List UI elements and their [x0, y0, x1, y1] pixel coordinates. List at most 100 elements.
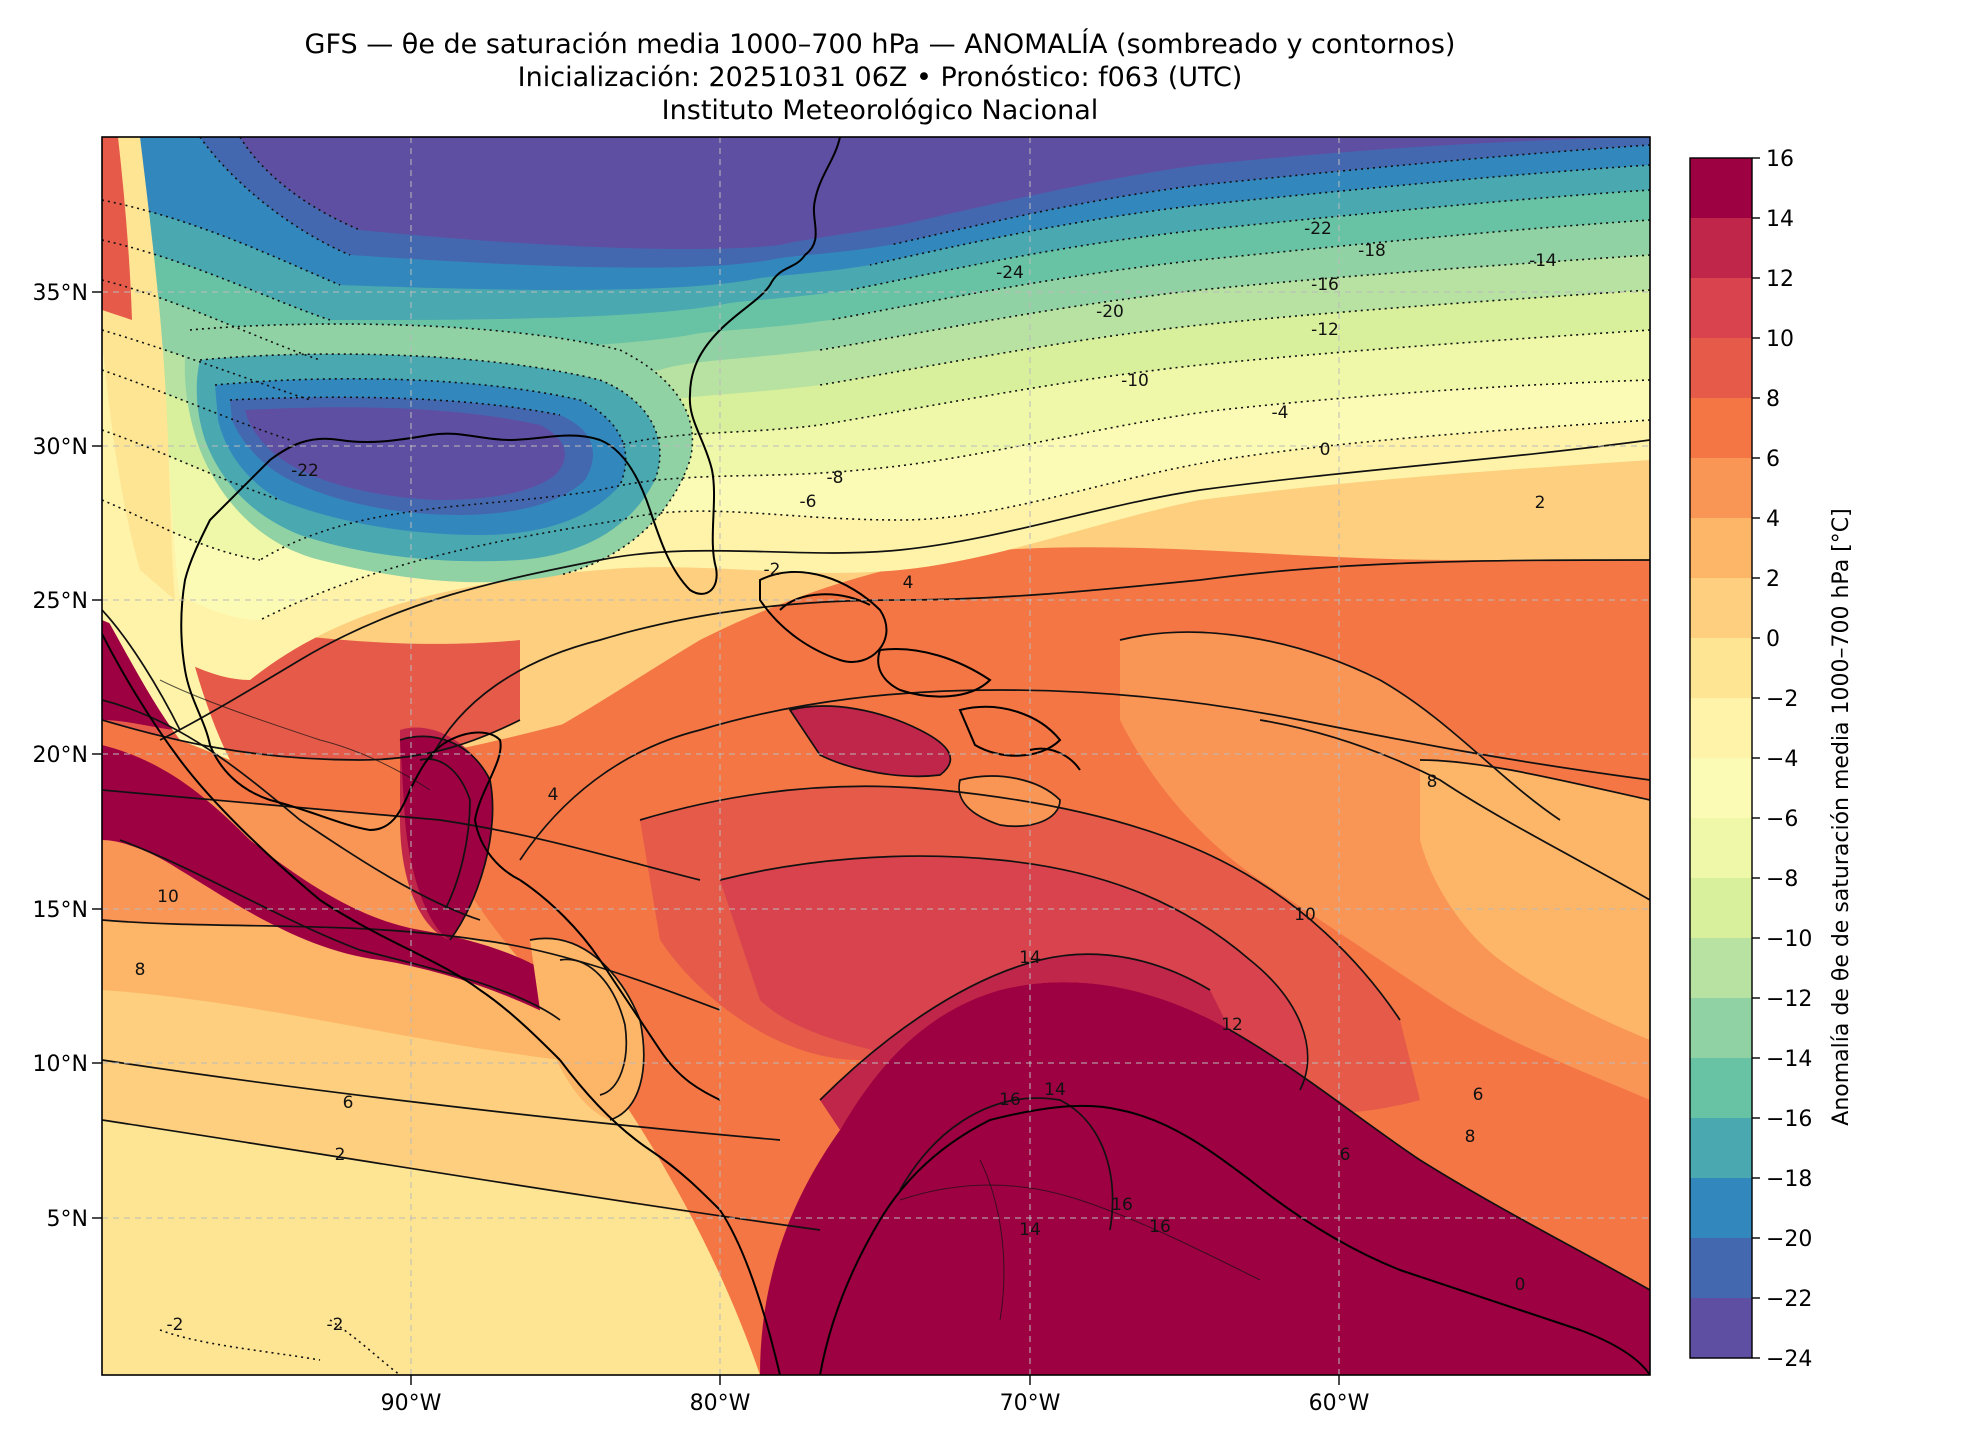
borders	[159, 679, 1261, 1321]
contour-label: -10	[1121, 371, 1149, 391]
contour-label: 2	[335, 1145, 346, 1165]
colorbar-tick-label: 0	[1766, 627, 1780, 652]
colorbar-swatch	[1690, 1238, 1752, 1299]
contour-label: -2	[167, 1315, 184, 1335]
colorbar-swatch	[1690, 278, 1752, 339]
colorbar-swatch	[1690, 698, 1752, 759]
map-panel: -24-22-22-20-18-16-14-12-10-8-6-4-200224…	[102, 137, 1650, 1375]
gridlines	[102, 137, 1650, 1375]
colorbar-swatch	[1690, 938, 1752, 999]
negative-contours	[102, 137, 1650, 1375]
colorbar-tick-label: 10	[1766, 327, 1794, 352]
contour-label: -14	[1529, 251, 1557, 271]
contour-label: -4	[1272, 403, 1289, 423]
lat-tick-30: 30°N	[33, 435, 88, 460]
colorbar-swatch	[1690, 158, 1752, 219]
colorbar-swatch	[1690, 458, 1752, 519]
lon-ticks: 90°W 80°W 70°W 60°W	[381, 1375, 1370, 1416]
contour-label: -22	[291, 461, 319, 481]
colorbar-label: Anomalía de θe de saturación media 1000–…	[1829, 508, 1854, 1125]
positive-contours	[102, 439, 1650, 1291]
lon-tick-70w: 70°W	[1000, 1391, 1061, 1416]
lat-tick-15: 15°N	[33, 898, 88, 923]
contour-label: 8	[135, 960, 146, 980]
coastlines	[102, 137, 1650, 1375]
colorbar-swatch	[1690, 818, 1752, 879]
colorbar-swatch	[1690, 1118, 1752, 1179]
contour-labels: -24-22-22-20-18-16-14-12-10-8-6-4-200224…	[135, 219, 1557, 1335]
colorbar-swatch	[1690, 638, 1752, 699]
contour-label: 4	[903, 573, 914, 593]
title-line-1: GFS — θe de saturación media 1000–700 hP…	[304, 29, 1456, 60]
lat-tick-20: 20°N	[33, 743, 88, 768]
contour-label: 16	[1149, 1217, 1171, 1237]
colorbar-swatch	[1690, 398, 1752, 459]
contour-label: 10	[1294, 905, 1316, 925]
contour-label: 16	[1111, 1195, 1133, 1215]
contour-label: 14	[1019, 948, 1041, 968]
colorbar-tick-label: −2	[1766, 687, 1798, 712]
contour-label: -24	[996, 263, 1024, 283]
contour-label: 8	[1427, 772, 1438, 792]
contour-label: -16	[1311, 275, 1339, 295]
title-line-3: Instituto Meteorológico Nacional	[661, 95, 1099, 126]
colorbar-tick-label: 12	[1766, 267, 1794, 292]
contour-label: 0	[1320, 440, 1331, 460]
contour-label: 16	[999, 1090, 1021, 1110]
contour-label: 12	[1221, 1015, 1243, 1035]
contour-label: -6	[800, 492, 817, 512]
lon-tick-80w: 80°W	[690, 1391, 751, 1416]
colorbar-tick-label: 16	[1766, 147, 1794, 172]
colorbar: 16 14 12 10 8 6 4 2 0 −2 −4 −6 −8 −10 −12 −14 −16 −18 −20 −…	[1689, 147, 1812, 1372]
colorbar-tick-label: −24	[1766, 1347, 1812, 1372]
contour-label: 8	[1465, 1127, 1476, 1147]
colorbar-swatch	[1690, 1298, 1752, 1359]
contour-label: 14	[1044, 1080, 1066, 1100]
contour-label: -20	[1096, 302, 1124, 322]
contour-label: 6	[1473, 1085, 1484, 1105]
contour-label: 14	[1019, 1220, 1041, 1240]
colorbar-tick-label: −4	[1766, 747, 1798, 772]
colorbar-tick-label: 2	[1766, 567, 1780, 592]
contour-label: -18	[1358, 241, 1386, 261]
colorbar-tick-label: −18	[1766, 1167, 1812, 1192]
lat-tick-5: 5°N	[47, 1207, 88, 1232]
colorbar-tick-label: −8	[1766, 867, 1798, 892]
lon-tick-90w: 90°W	[381, 1391, 442, 1416]
lon-tick-60w: 60°W	[1309, 1391, 1370, 1416]
colorbar-swatch	[1690, 758, 1752, 819]
contour-label: -2	[764, 560, 781, 580]
map-frame	[101, 136, 1651, 1376]
contour-label: 0	[1515, 1275, 1526, 1295]
contour-label: -22	[1304, 219, 1332, 239]
colorbar-swatch	[1690, 878, 1752, 939]
lat-tick-25: 25°N	[33, 589, 88, 614]
contour-label: -12	[1311, 320, 1339, 340]
colorbar-tick-label: 4	[1766, 507, 1780, 532]
colorbar-tick-label: −10	[1766, 927, 1812, 952]
title-line-2: Inicialización: 20251031 06Z • Pronóstic…	[517, 62, 1243, 93]
colorbar-tick-label: −12	[1766, 987, 1812, 1012]
colorbar-tick-label: −14	[1766, 1047, 1812, 1072]
contour-label: 10	[157, 887, 179, 907]
colorbar-swatch	[1690, 1058, 1752, 1119]
lat-tick-10: 10°N	[33, 1052, 88, 1077]
colorbar-tick-label: −6	[1766, 807, 1798, 832]
contour-label: 4	[548, 785, 559, 805]
contour-label: 6	[343, 1093, 354, 1113]
colorbar-tick-label: −16	[1766, 1107, 1812, 1132]
contour-label: -2	[327, 1315, 344, 1335]
colorbar-swatch	[1690, 518, 1752, 579]
lat-tick-35: 35°N	[33, 281, 88, 306]
colorbar-swatch	[1690, 998, 1752, 1059]
colorbar-swatch	[1690, 1178, 1752, 1239]
plot-title: GFS — θe de saturación media 1000–700 hP…	[0, 28, 1760, 127]
colorbar-swatch	[1690, 218, 1752, 279]
colorbar-swatch	[1690, 338, 1752, 399]
colorbar-tick-label: −22	[1766, 1287, 1812, 1312]
contour-label: 6	[1340, 1145, 1351, 1165]
contour-label: -8	[827, 468, 844, 488]
colorbar-tick-label: 14	[1766, 207, 1794, 232]
colorbar-tick-label: 6	[1766, 447, 1780, 472]
